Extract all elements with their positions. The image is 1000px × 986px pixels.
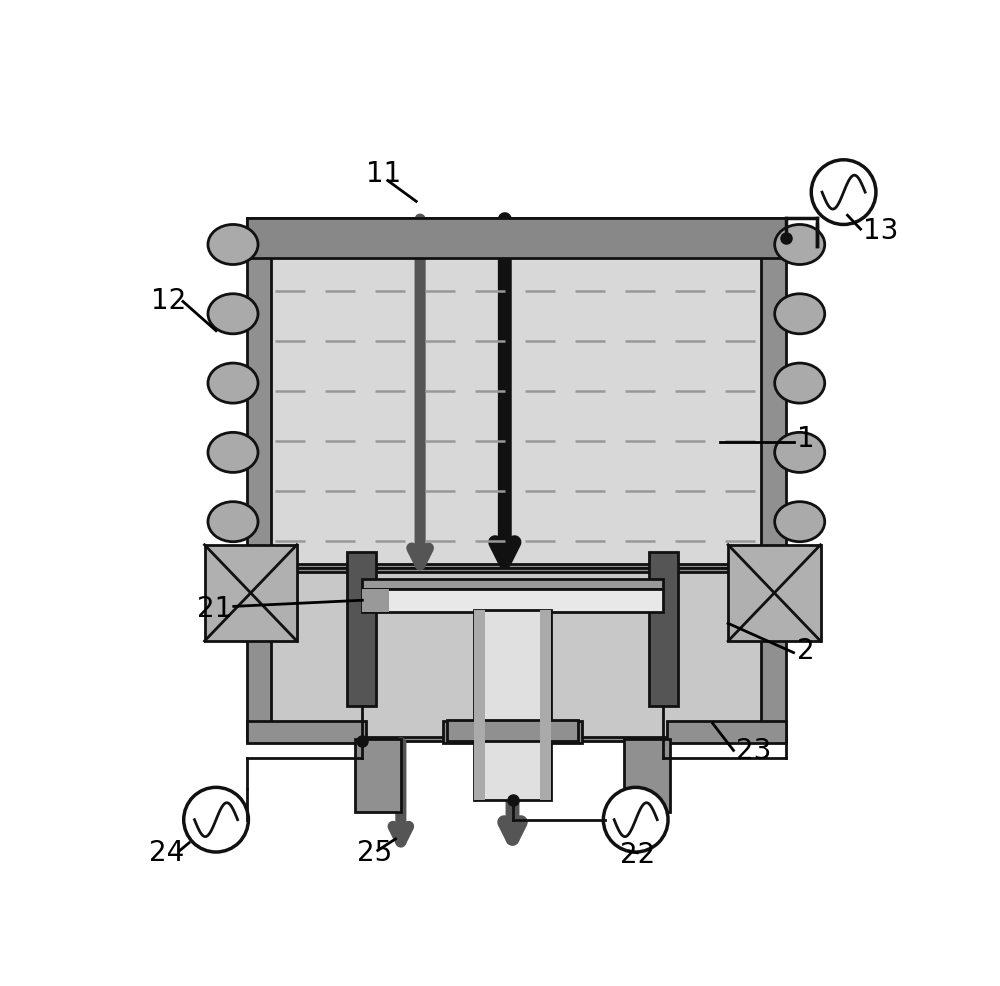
- Text: 24: 24: [149, 839, 184, 867]
- Bar: [247, 218, 786, 258]
- Bar: [474, 610, 485, 801]
- Bar: [247, 218, 786, 568]
- Bar: [271, 243, 761, 564]
- Bar: [649, 553, 678, 707]
- Text: 21: 21: [197, 594, 232, 622]
- Bar: [271, 572, 761, 738]
- Bar: [362, 589, 389, 612]
- Ellipse shape: [775, 502, 825, 542]
- Bar: [666, 722, 786, 742]
- Text: 1: 1: [797, 425, 815, 453]
- Circle shape: [184, 788, 248, 852]
- Ellipse shape: [775, 364, 825, 403]
- Text: 22: 22: [620, 840, 656, 868]
- Ellipse shape: [775, 295, 825, 334]
- Text: 23: 23: [736, 737, 771, 764]
- Bar: [447, 720, 578, 741]
- Ellipse shape: [775, 433, 825, 473]
- Bar: [728, 545, 821, 641]
- Ellipse shape: [208, 364, 258, 403]
- Ellipse shape: [208, 225, 258, 265]
- Text: 25: 25: [357, 839, 392, 867]
- Bar: [443, 722, 582, 742]
- Ellipse shape: [208, 502, 258, 542]
- Bar: [362, 589, 663, 612]
- Text: 2: 2: [797, 636, 815, 665]
- Bar: [247, 568, 786, 741]
- Ellipse shape: [208, 433, 258, 473]
- Text: 13: 13: [863, 217, 898, 246]
- Bar: [474, 610, 551, 801]
- Text: 12: 12: [151, 286, 186, 315]
- Circle shape: [603, 788, 668, 852]
- Bar: [362, 580, 663, 589]
- Ellipse shape: [208, 295, 258, 334]
- Bar: [624, 740, 670, 812]
- Text: 11: 11: [366, 160, 401, 187]
- Bar: [205, 545, 297, 641]
- Bar: [247, 722, 366, 742]
- Bar: [540, 610, 551, 801]
- Circle shape: [811, 161, 876, 225]
- Bar: [347, 553, 376, 707]
- Bar: [355, 740, 401, 812]
- Ellipse shape: [775, 225, 825, 265]
